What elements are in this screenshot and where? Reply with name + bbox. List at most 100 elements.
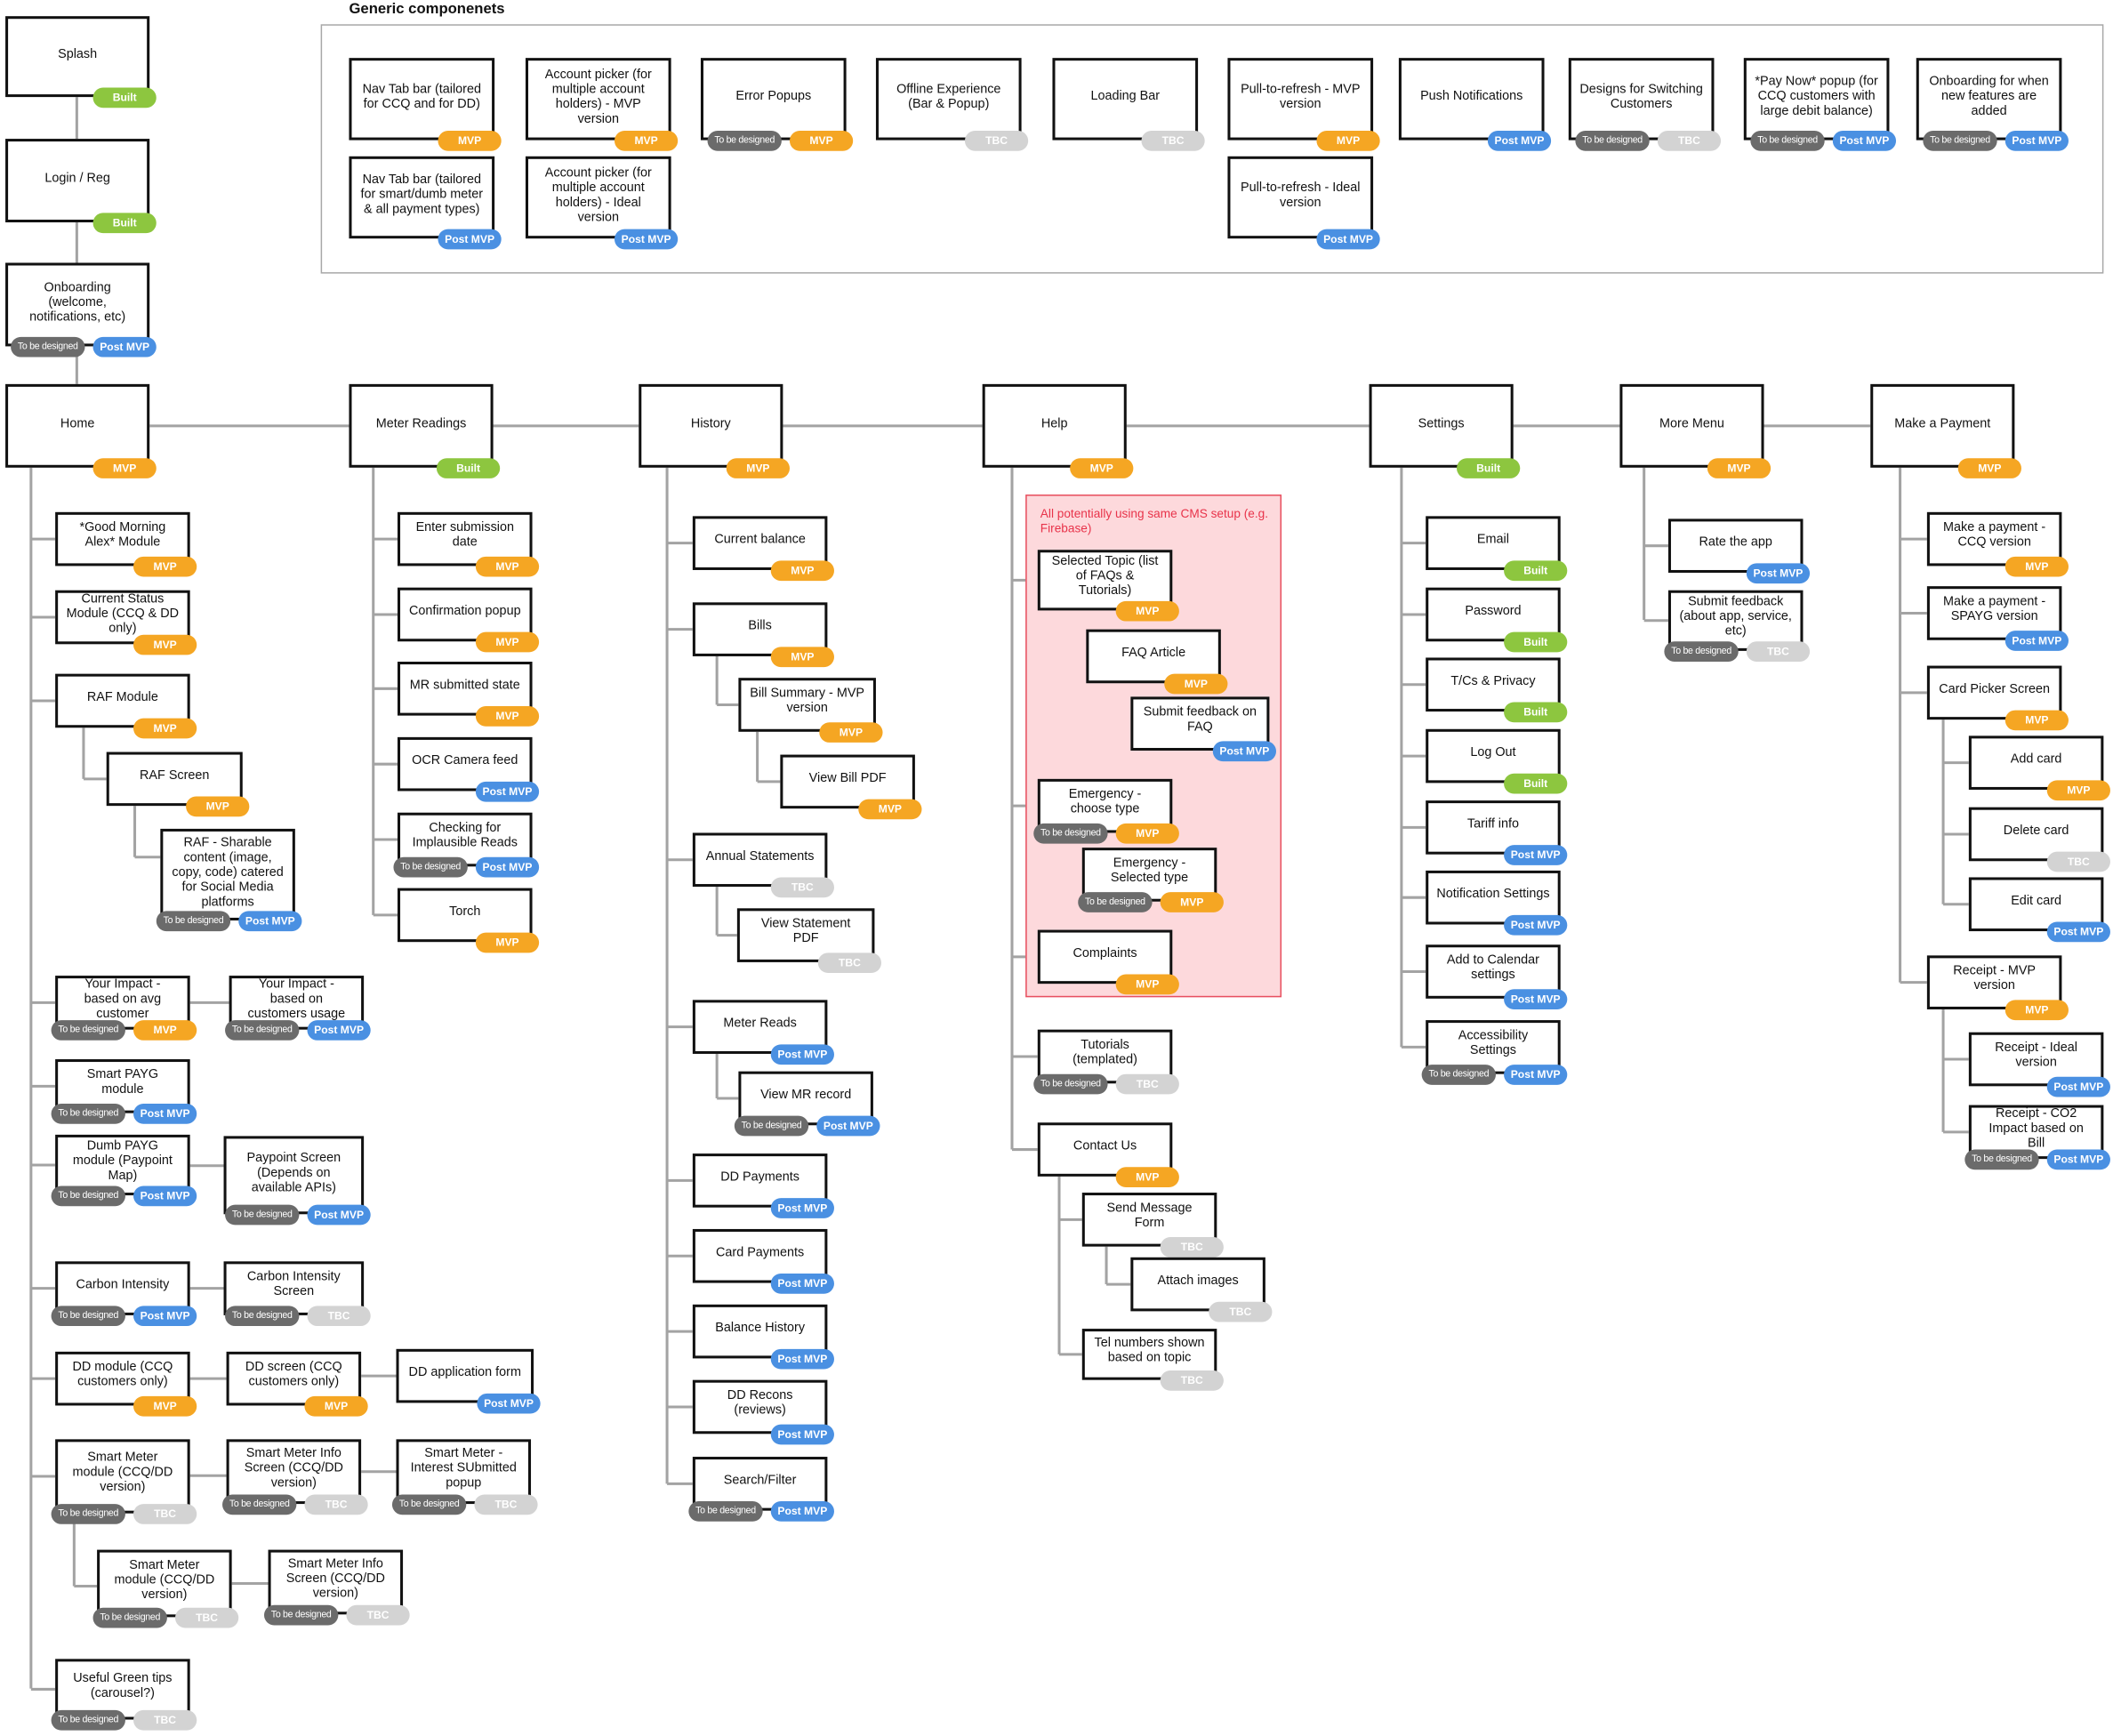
- screen-node-receipt-ideal-version[interactable]: Receipt - Ideal version: [1968, 1032, 2104, 1087]
- status-badge-mvp: MVP: [819, 722, 883, 743]
- screen-node-label: Useful Green tips (carousel?): [73, 1670, 173, 1700]
- screen-node-submit-feedback-about-app-service-etc[interactable]: Submit feedback (about app, service, etc…: [1667, 590, 1804, 651]
- screen-node-label: History: [690, 415, 731, 431]
- screen-node-dd-module-ccq-customers-only[interactable]: DD module (CCQ customers only): [55, 1351, 190, 1406]
- screen-node-good-morning-alex-module[interactable]: *Good Morning Alex* Module: [55, 511, 190, 567]
- screen-node-label: Help: [1040, 415, 1068, 431]
- status-badge-tbc: TBC: [1746, 641, 1811, 663]
- screen-node-help[interactable]: Help: [982, 383, 1127, 468]
- screen-node-card-payments[interactable]: Card Payments: [692, 1228, 828, 1283]
- screen-node-nav-tab-bar-tailored-for-ccq-and-for-dd[interactable]: Nav Tab bar (tailored for CCQ and for DD…: [349, 58, 495, 141]
- screen-node-splash[interactable]: Splash: [5, 16, 150, 98]
- screen-node-home[interactable]: Home: [5, 383, 150, 468]
- status-badge-to-be-designed: To be designed: [156, 911, 231, 932]
- screen-node-dd-application-form[interactable]: DD application form: [396, 1348, 534, 1403]
- screen-node-account-picker-for-multiple-account-hold[interactable]: Account picker (for multiple account hol…: [525, 156, 671, 239]
- screen-node-raf-sharable-content-image-copy-code-cat[interactable]: RAF - Sharable content (image, copy, cod…: [160, 828, 295, 920]
- screen-node-nav-tab-bar-tailored-for-smart-dumb-mete[interactable]: Nav Tab bar (tailored for smart/dumb met…: [349, 156, 495, 239]
- screen-node-label: Smart Meter module (CCQ/DD version): [114, 1556, 215, 1602]
- screen-node-tel-numbers-shown-based-on-topic[interactable]: Tel numbers shown based on topic: [1081, 1329, 1217, 1380]
- screen-node-label: Search/Filter: [723, 1472, 797, 1488]
- screen-node-more-menu[interactable]: More Menu: [1619, 383, 1764, 468]
- screen-node-label: Confirmation popup: [408, 603, 521, 618]
- screen-node-label: Your Impact - based on avg customer: [84, 976, 162, 1021]
- screen-node-push-notifications[interactable]: Push Notifications: [1398, 58, 1545, 141]
- status-badge-mvp: MVP: [1115, 823, 1179, 844]
- screen-node-label: Make a payment - CCQ version: [1943, 519, 2046, 551]
- screen-node-smart-meter-info-screen-ccq-dd-version[interactable]: Smart Meter Info Screen (CCQ/DD version): [226, 1439, 362, 1505]
- screen-node-pull-to-refresh-ideal-version[interactable]: Pull-to-refresh - Ideal version: [1227, 156, 1374, 239]
- status-badge-post-mvp: Post MVP: [238, 911, 302, 932]
- screen-node-smart-meter-module-ccq-dd-version[interactable]: Smart Meter module (CCQ/DD version): [55, 1439, 190, 1514]
- screen-node-label: Bills: [748, 617, 772, 633]
- status-badge-tbc: TBC: [133, 1709, 197, 1731]
- screen-node-dd-payments[interactable]: DD Payments: [692, 1153, 828, 1208]
- status-badge-to-be-designed: To be designed: [263, 1604, 339, 1626]
- cms-note: All potentially using same CMS setup (e.…: [1040, 506, 1269, 534]
- screen-node-make-a-payment[interactable]: Make a Payment: [1870, 383, 2015, 468]
- screen-node-history[interactable]: History: [639, 383, 783, 468]
- screen-node-ocr-camera-feed[interactable]: OCR Camera feed: [398, 736, 533, 792]
- status-badge-mvp: MVP: [770, 560, 834, 582]
- screen-node-tariff-info[interactable]: Tariff info: [1426, 800, 1561, 855]
- status-badge-mvp: MVP: [614, 130, 679, 151]
- screen-node-onboarding-for-when-new-features-are-add[interactable]: Onboarding for when new features are add…: [1916, 58, 2062, 141]
- screen-node-label: Loading Bar: [1090, 89, 1161, 104]
- screen-node-meter-readings[interactable]: Meter Readings: [349, 383, 494, 468]
- screen-node-settings[interactable]: Settings: [1369, 383, 1514, 468]
- screen-node-label: Torch: [449, 904, 481, 919]
- screen-node-label: Password: [1465, 603, 1522, 618]
- status-badge-to-be-designed: To be designed: [51, 1104, 125, 1124]
- screen-node-label: DD screen (CCQ customers only): [245, 1359, 342, 1390]
- screen-node-useful-green-tips-carousel[interactable]: Useful Green tips (carousel?): [55, 1659, 190, 1720]
- status-badge-tbc: TBC: [1209, 1301, 1273, 1322]
- screen-node-label: Email: [1476, 531, 1509, 547]
- screen-node-label: Make a Payment: [1894, 415, 1991, 431]
- screen-node-label: Card Picker Screen: [1939, 680, 2051, 696]
- screen-node-label: Receipt - Ideal version: [1995, 1040, 2078, 1071]
- status-badge-mvp: MVP: [133, 718, 197, 739]
- status-badge-mvp: MVP: [1115, 1167, 1179, 1187]
- screen-node-label: Login / Reg: [44, 170, 110, 186]
- screen-node-pay-now-popup-for-ccq-customers-with-lar[interactable]: *Pay Now* popup (for CCQ customers with …: [1743, 58, 1890, 141]
- screen-node-dd-recons-reviews[interactable]: DD Recons (reviews): [692, 1379, 828, 1435]
- screen-node-error-popups[interactable]: Error Popups: [700, 58, 847, 141]
- screen-node-login-reg[interactable]: Login / Reg: [5, 139, 150, 223]
- screen-node-label: DD Payments: [720, 1169, 800, 1185]
- status-badge-tbc: TBC: [2046, 851, 2110, 872]
- screen-node-rate-the-app[interactable]: Rate the app: [1667, 518, 1804, 574]
- status-badge-tbc: TBC: [1657, 130, 1722, 151]
- screen-node-pull-to-refresh-mvp-version[interactable]: Pull-to-refresh - MVP version: [1227, 58, 1374, 141]
- screen-node-send-message-form[interactable]: Send Message Form: [1081, 1193, 1217, 1247]
- screen-node-label: Current balance: [714, 531, 806, 547]
- screen-node-add-card[interactable]: Add card: [1968, 735, 2104, 790]
- screen-node-onboarding-welcome-notifications-etc[interactable]: Onboarding (welcome, notifications, etc): [5, 262, 150, 347]
- screen-node-label: *Good Morning Alex* Module: [79, 519, 166, 551]
- screen-node-label: Emergency - choose type: [1068, 786, 1142, 817]
- status-badge-post-mvp: Post MVP: [477, 1393, 541, 1414]
- status-badge-mvp: MVP: [770, 647, 834, 668]
- status-badge-tbc: TBC: [346, 1604, 410, 1626]
- screen-node-label: Submit feedback on FAQ: [1143, 704, 1257, 735]
- status-badge-post-mvp: Post MVP: [614, 229, 679, 250]
- screen-node-offline-experience-bar-popup[interactable]: Offline Experience (Bar & Popup): [875, 58, 1022, 141]
- screen-node-selected-topic-list-of-faqs-tutorials[interactable]: Selected Topic (list of FAQs & Tutorials…: [1037, 550, 1173, 611]
- screen-node-designs-for-switching-customers[interactable]: Designs for Switching Customers: [1568, 58, 1715, 141]
- screen-node-loading-bar[interactable]: Loading Bar: [1052, 58, 1199, 141]
- screen-node-bill-summary-mvp-version[interactable]: Bill Summary - MVP version: [738, 678, 876, 732]
- screen-node-emergency-choose-type[interactable]: Emergency - choose type: [1037, 778, 1173, 833]
- status-badge-mvp: MVP: [1707, 458, 1772, 478]
- status-badge-mvp: MVP: [858, 799, 922, 820]
- screen-node-smart-meter-module-ccq-dd-version[interactable]: Smart Meter module (CCQ/DD version): [97, 1549, 232, 1618]
- screen-node-label: RAF Screen: [140, 767, 210, 783]
- screen-node-account-picker-for-multiple-account-hold[interactable]: Account picker (for multiple account hol…: [525, 58, 671, 141]
- status-badge-mvp: MVP: [186, 796, 250, 817]
- screen-node-password[interactable]: Password: [1426, 587, 1561, 642]
- screen-node-label: Push Notifications: [1420, 89, 1523, 104]
- screen-node-label: Checking for Implausible Reads: [412, 820, 518, 851]
- screen-node-dd-screen-ccq-customers-only[interactable]: DD screen (CCQ customers only): [226, 1351, 362, 1406]
- status-badge-post-mvp: Post MVP: [1316, 229, 1380, 250]
- screen-node-paypoint-screen-depends-on-available-api[interactable]: Paypoint Screen (Depends on available AP…: [223, 1136, 365, 1215]
- screen-node-card-picker-screen[interactable]: Card Picker Screen: [1926, 665, 2062, 720]
